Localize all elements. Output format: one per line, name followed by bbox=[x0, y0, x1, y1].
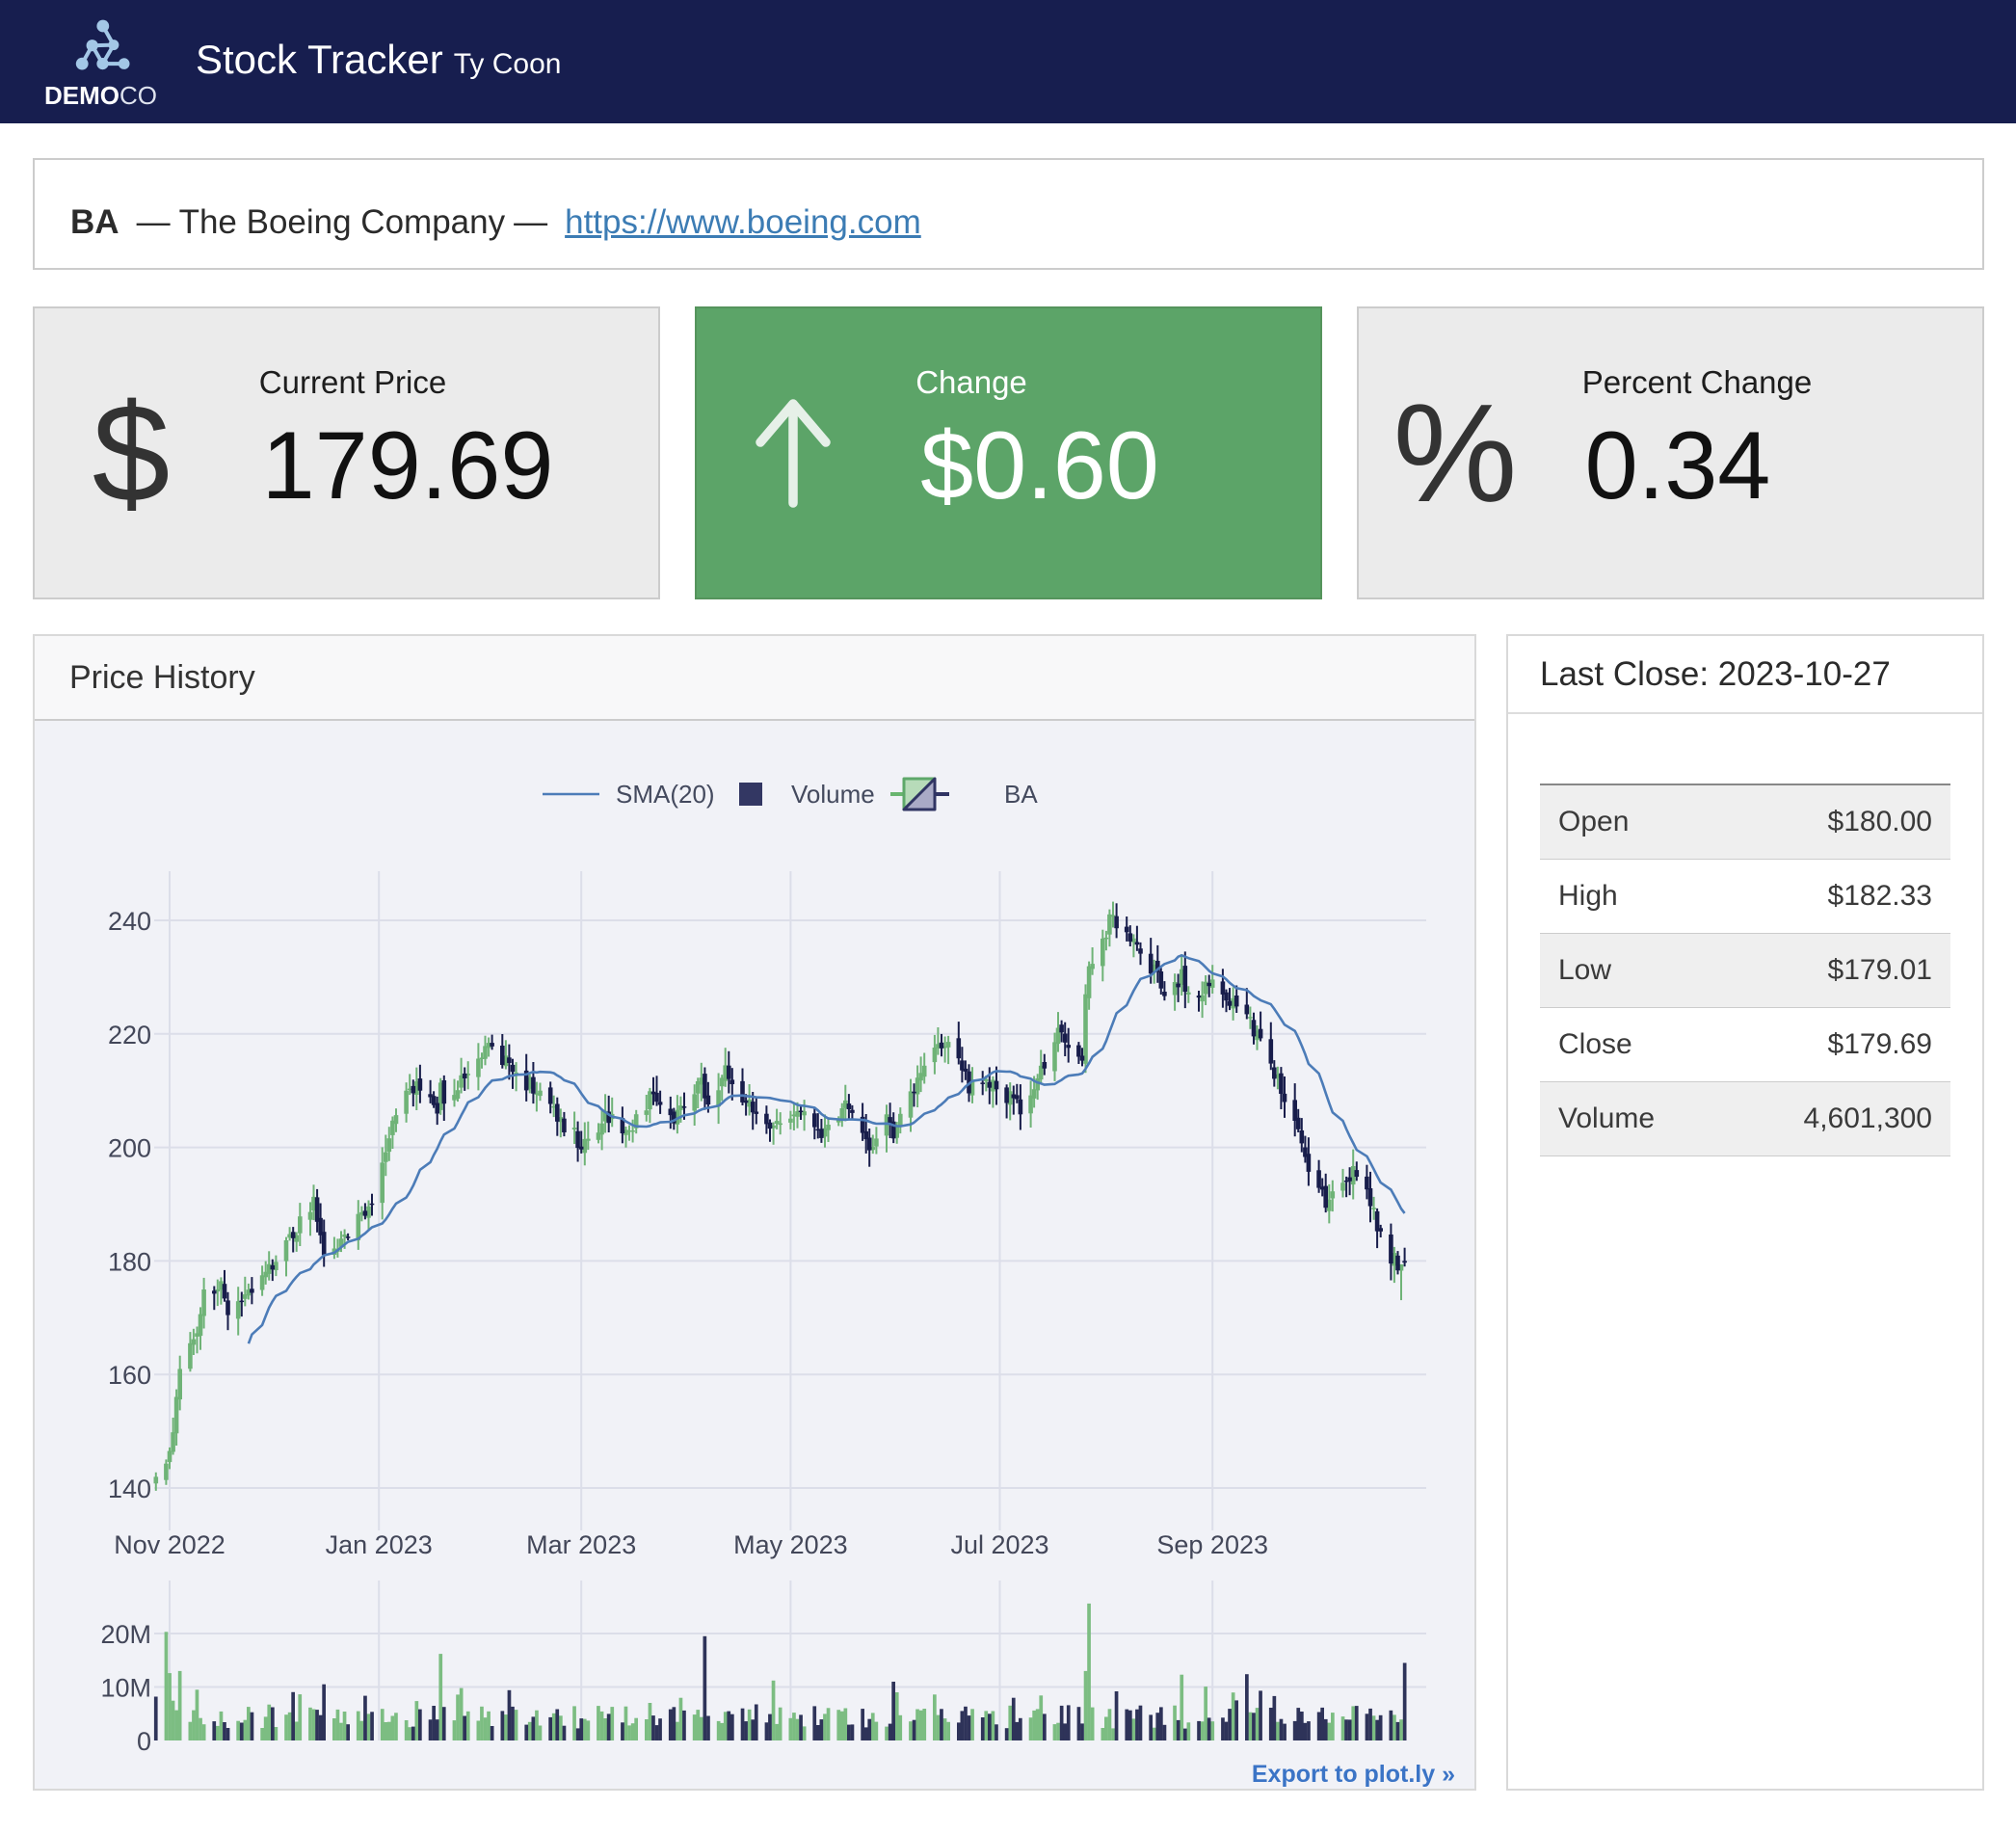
svg-text:200: 200 bbox=[108, 1134, 151, 1163]
svg-text:140: 140 bbox=[108, 1474, 151, 1503]
svg-text:Sep 2023: Sep 2023 bbox=[1156, 1530, 1268, 1559]
svg-text:Volume: Volume bbox=[791, 780, 875, 809]
svg-text:Jul 2023: Jul 2023 bbox=[950, 1530, 1048, 1559]
svg-text:20M: 20M bbox=[100, 1620, 151, 1649]
svg-text:180: 180 bbox=[108, 1247, 151, 1276]
svg-text:Mar 2023: Mar 2023 bbox=[526, 1530, 636, 1559]
svg-text:240: 240 bbox=[108, 907, 151, 936]
svg-text:SMA(20): SMA(20) bbox=[616, 780, 715, 809]
svg-text:0: 0 bbox=[137, 1727, 151, 1756]
svg-text:BA: BA bbox=[1004, 780, 1038, 809]
svg-text:10M: 10M bbox=[100, 1674, 151, 1703]
svg-text:May 2023: May 2023 bbox=[733, 1530, 848, 1559]
svg-text:Jan 2023: Jan 2023 bbox=[326, 1530, 433, 1559]
svg-text:Nov 2022: Nov 2022 bbox=[114, 1530, 225, 1559]
svg-text:DEMOCO: DEMOCO bbox=[44, 81, 157, 110]
svg-text:160: 160 bbox=[108, 1361, 151, 1390]
svg-text:220: 220 bbox=[108, 1021, 151, 1049]
